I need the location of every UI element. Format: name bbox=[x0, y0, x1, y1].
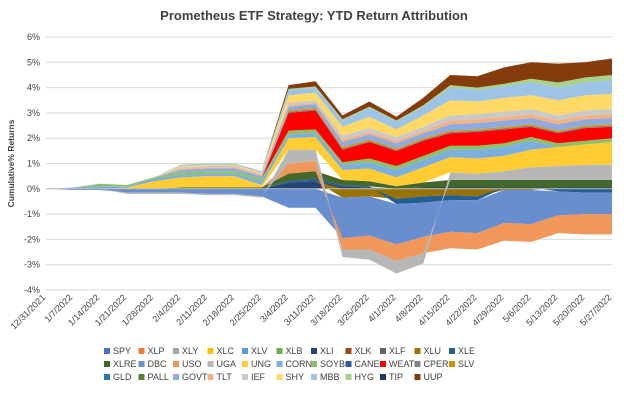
x-tick-label: 4/1/2022 bbox=[366, 292, 398, 324]
legend-label: XLRE bbox=[113, 359, 137, 369]
legend-label: USO bbox=[182, 359, 202, 369]
legend-label: UNG bbox=[251, 359, 271, 369]
legend-swatch bbox=[380, 361, 386, 367]
legend-swatch bbox=[380, 374, 386, 380]
legend-swatch bbox=[104, 348, 110, 354]
area-series-group bbox=[46, 58, 612, 274]
legend-swatch bbox=[345, 348, 352, 354]
y-tick-label: 0% bbox=[27, 184, 40, 194]
legend-swatch bbox=[276, 361, 283, 367]
legend-label: IEF bbox=[251, 372, 266, 382]
y-tick-label: 6% bbox=[27, 32, 40, 42]
legend-label: GLD bbox=[113, 372, 132, 382]
legend-label: CANE bbox=[355, 359, 380, 369]
legend-label: DBC bbox=[148, 359, 168, 369]
y-tick-label: 4% bbox=[27, 83, 40, 93]
legend-label: XLP bbox=[148, 346, 165, 356]
legend-label: SOYB bbox=[320, 359, 345, 369]
legend-swatch bbox=[311, 348, 317, 354]
legend-label: SPY bbox=[113, 346, 131, 356]
area-soyb bbox=[46, 129, 612, 189]
y-tick-label: 5% bbox=[27, 57, 40, 67]
legend-label: UGA bbox=[217, 359, 237, 369]
area-xlre bbox=[46, 171, 612, 189]
legend-label: XLK bbox=[355, 346, 372, 356]
legend-swatch bbox=[207, 348, 214, 354]
area-hyg bbox=[46, 74, 612, 189]
legend-swatch bbox=[449, 361, 455, 367]
legend-swatch bbox=[104, 361, 110, 367]
legend-swatch bbox=[138, 361, 145, 367]
legend-swatch bbox=[276, 374, 283, 380]
legend-swatch bbox=[345, 361, 352, 367]
legend-swatch bbox=[207, 374, 214, 380]
area-dbc bbox=[46, 188, 612, 245]
y-axis-label: Cumulative% Returns bbox=[6, 119, 16, 207]
legend-label: CPER bbox=[424, 359, 450, 369]
y-tick-label: 2% bbox=[27, 133, 40, 143]
area-mbb bbox=[46, 80, 612, 189]
legend-swatch bbox=[380, 348, 386, 354]
legend-label: XLU bbox=[424, 346, 442, 356]
legend-swatch bbox=[138, 348, 145, 354]
legend-swatch bbox=[173, 348, 179, 354]
legend-label: SHY bbox=[286, 372, 305, 382]
legend-label: XLY bbox=[182, 346, 198, 356]
legend-label: XLB bbox=[286, 346, 303, 356]
chart-title: Prometheus ETF Strategy: YTD Return Attr… bbox=[160, 8, 468, 23]
legend-swatch bbox=[345, 374, 352, 380]
legend-label: TIP bbox=[389, 372, 403, 382]
legend-swatch bbox=[138, 374, 145, 380]
legend-label: PALL bbox=[148, 372, 169, 382]
legend-label: XLI bbox=[320, 346, 334, 356]
area-xlu bbox=[46, 181, 612, 199]
legend-label: XLE bbox=[458, 346, 475, 356]
area-ung bbox=[46, 136, 612, 189]
legend-label: XLV bbox=[251, 346, 267, 356]
legend-label: WEAT bbox=[389, 359, 415, 369]
y-tick-label: 1% bbox=[27, 159, 40, 169]
legend-swatch bbox=[414, 348, 421, 354]
legend-label: XLC bbox=[217, 346, 235, 356]
legend-swatch bbox=[173, 374, 179, 380]
area-corn bbox=[46, 133, 612, 189]
legend-swatch bbox=[449, 348, 455, 354]
area-govt bbox=[46, 104, 612, 189]
legend-swatch bbox=[242, 361, 248, 367]
legend-label: CORN bbox=[286, 359, 313, 369]
legend-swatch bbox=[173, 361, 179, 367]
legend-label: HYG bbox=[355, 372, 375, 382]
area-xle bbox=[46, 178, 612, 204]
y-tick-label: -3% bbox=[24, 260, 40, 270]
legend-swatch bbox=[207, 361, 214, 367]
y-tick-label: -1% bbox=[24, 209, 40, 219]
y-tick-label: -4% bbox=[24, 285, 40, 295]
legend-label: MBB bbox=[320, 372, 340, 382]
legend-swatch bbox=[311, 374, 317, 380]
area-uso bbox=[46, 160, 612, 261]
legend-swatch bbox=[242, 348, 248, 354]
legend-label: SLV bbox=[458, 359, 474, 369]
x-tick-label: 12/31/2021 bbox=[8, 292, 47, 331]
legend-label: TLT bbox=[217, 372, 233, 382]
legend-swatch bbox=[414, 361, 421, 367]
y-tick-label: 3% bbox=[27, 108, 40, 118]
area-uup bbox=[46, 58, 612, 189]
legend: SPY XLP XLY XLC XLV XLB XLI XLK XLF XLU XLE XLRE DBC… bbox=[104, 346, 475, 382]
legend-swatch bbox=[242, 374, 248, 380]
legend-label: UUP bbox=[424, 372, 443, 382]
legend-swatch bbox=[311, 361, 317, 367]
legend-swatch bbox=[276, 348, 283, 354]
legend-swatch bbox=[414, 374, 421, 380]
legend-label: GOVT bbox=[182, 372, 208, 382]
area-shy bbox=[46, 92, 612, 189]
legend-label: XLF bbox=[389, 346, 406, 356]
y-tick-label: -2% bbox=[24, 234, 40, 244]
legend-swatch bbox=[104, 374, 110, 380]
